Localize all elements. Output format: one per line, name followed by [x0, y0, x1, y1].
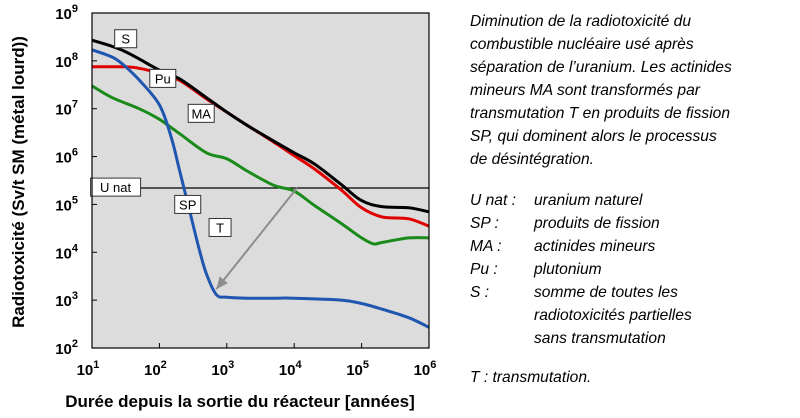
legend-key: SP :	[470, 215, 499, 232]
transmutation-note: T : transmutation.	[470, 369, 592, 386]
x-tick-label: 104	[279, 359, 303, 379]
series-line-sp	[91, 48, 430, 329]
legend-description-line: actinides mineurs	[534, 238, 656, 255]
legend-row: MA : actinides mineurs	[470, 235, 795, 258]
legend-description: uranium naturel	[534, 189, 795, 212]
legend-row: S : somme de toutes les radiotoxicités par…	[470, 281, 795, 350]
label-text: S	[121, 32, 130, 47]
x-tick-label: 102	[144, 359, 167, 379]
legend-key: S :	[470, 284, 490, 301]
legend-row: Pu : plutonium	[470, 258, 795, 281]
label-text: T	[216, 220, 224, 235]
legend-description: actinides mineurs	[534, 235, 795, 258]
y-axis-label: Radiotoxicité (Sv/t SM (métal lourd))	[9, 36, 28, 328]
y-tick-label: 108	[55, 51, 78, 71]
label-box	[149, 68, 177, 88]
x-tick-label: 105	[346, 359, 369, 379]
label-box	[114, 29, 138, 49]
series-label-t: T	[208, 217, 232, 237]
plot-frame	[91, 12, 430, 349]
y-tick-label: 102	[55, 338, 78, 358]
caption-line: Diminution de la radiotoxicité du	[470, 13, 692, 30]
legend-description: produits de fission	[534, 212, 795, 235]
y-tick-label: 107	[55, 99, 78, 119]
caption-text: Diminution de la radiotoxicité du combust…	[470, 10, 795, 171]
label-text: Pu	[155, 71, 171, 86]
caption-line: transmutation T en produits de fission	[470, 105, 731, 122]
y-tick-label: 106	[55, 147, 78, 167]
legend-description-line: somme de toutes les	[534, 284, 678, 301]
caption-line: SP, qui dominent alors le processus	[470, 128, 717, 145]
legend-key: U nat :	[470, 192, 516, 209]
x-tick-label: 101	[77, 359, 100, 379]
legend-description-line: radiotoxicités partielles	[534, 307, 692, 324]
x-tick-label: 103	[211, 359, 234, 379]
y-tick-label: 109	[55, 3, 78, 23]
label-text: MA	[191, 106, 211, 121]
legend-description-line: produits de fission	[534, 215, 660, 232]
label-text: SP	[179, 197, 196, 212]
series-label-u-nat: U nat	[90, 177, 142, 197]
transmutation-arrow-head	[216, 276, 228, 290]
label-box	[174, 194, 202, 214]
legend-row: SP : produits de fission	[470, 212, 795, 235]
label-box	[90, 177, 142, 197]
series-line-s	[91, 38, 430, 214]
legend: U nat : uranium naturel SP : produits de fi…	[470, 189, 795, 350]
legend-key: MA :	[470, 238, 502, 255]
caption-line: de désintégration.	[470, 151, 594, 168]
x-tick-label: 106	[414, 359, 437, 379]
series-label-s: S	[114, 29, 138, 49]
series-label-ma: MA	[187, 103, 215, 123]
legend-description: plutonium	[534, 258, 795, 281]
series-line-ma	[91, 84, 430, 246]
caption-line: combustible nucléaire usé après	[470, 36, 694, 53]
legend-description-line: uranium naturel	[534, 192, 643, 209]
x-axis-label: Durée depuis la sortie du réacteur [anné…	[65, 392, 415, 411]
series-label-pu: Pu	[149, 68, 177, 88]
legend-description: somme de toutes les radiotoxicités partie…	[534, 281, 795, 350]
caption: Diminution de la radiotoxicité du combust…	[470, 10, 795, 389]
caption-line: séparation de l’uranium. Les actinides	[470, 59, 732, 76]
legend-description-line: sans transmutation	[534, 330, 666, 347]
legend-key: Pu :	[470, 261, 498, 278]
caption-line: mineurs MA sont transformés par	[470, 82, 700, 99]
legend-description-line: plutonium	[534, 261, 602, 278]
legend-row: U nat : uranium naturel	[470, 189, 795, 212]
label-box	[208, 217, 232, 237]
y-tick-label: 105	[55, 194, 78, 214]
label-text: U nat	[100, 180, 131, 195]
y-tick-label: 104	[55, 242, 79, 262]
label-box	[187, 103, 215, 123]
series-label-sp: SP	[174, 194, 202, 214]
transmutation-arrow-shaft	[215, 187, 298, 290]
y-tick-label: 103	[55, 290, 78, 310]
